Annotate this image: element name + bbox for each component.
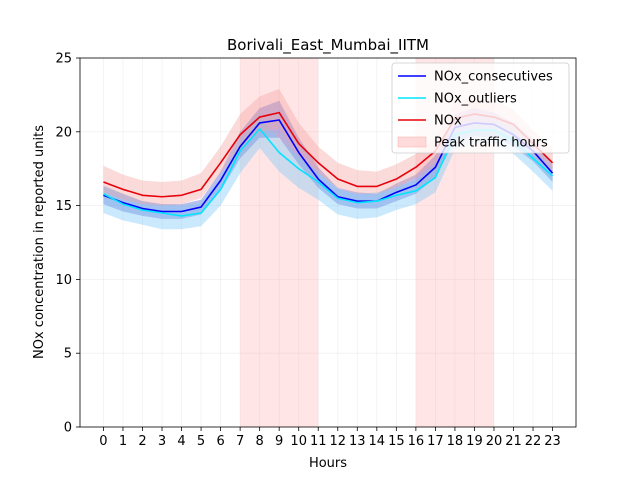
y-tick-label: 10 bbox=[55, 273, 72, 288]
legend-label: NOx_consecutives bbox=[434, 70, 553, 85]
y-tick-label: 0 bbox=[64, 421, 72, 436]
y-tick-label: 15 bbox=[55, 199, 72, 214]
legend-label: NOx bbox=[434, 114, 462, 129]
legend-label: Peak traffic hours bbox=[434, 136, 548, 151]
axes-frame bbox=[79, 57, 577, 428]
x-tick-label: 11 bbox=[310, 434, 327, 449]
x-tick-label: 23 bbox=[544, 434, 561, 449]
y-tick-label: 20 bbox=[55, 125, 72, 140]
y-axis-title: NOx concentration in reported units bbox=[32, 125, 47, 359]
x-tick-label: 4 bbox=[177, 434, 185, 449]
x-tick-label: 12 bbox=[329, 434, 346, 449]
x-tick-label: 9 bbox=[275, 434, 283, 449]
legend-swatch bbox=[397, 136, 427, 148]
chart-title: Borivali_East_Mumbai_IITM bbox=[227, 36, 429, 55]
legend-box bbox=[391, 62, 570, 154]
confidence-band bbox=[103, 88, 553, 206]
legend-label: NOx_outliers bbox=[434, 92, 517, 107]
x-tick-label: 14 bbox=[369, 434, 386, 449]
x-tick-label: 15 bbox=[388, 434, 405, 449]
x-tick-label: 5 bbox=[197, 434, 205, 449]
y-tick-label: 25 bbox=[55, 52, 72, 67]
x-tick-label: 13 bbox=[349, 434, 366, 449]
x-tick-label: 22 bbox=[525, 434, 542, 449]
x-tick-label: 7 bbox=[236, 434, 244, 449]
y-tick-label: 5 bbox=[64, 347, 72, 362]
x-tick-label: 0 bbox=[99, 434, 107, 449]
x-tick-label: 20 bbox=[486, 434, 503, 449]
legend: NOx_consecutives NOx_outliers NOx Peak traf… bbox=[391, 62, 570, 154]
x-tick-label: 8 bbox=[256, 434, 264, 449]
x-tick-label: 16 bbox=[408, 434, 425, 449]
x-tick-label: 17 bbox=[427, 434, 444, 449]
x-tick-label: 21 bbox=[505, 434, 522, 449]
x-tick-label: 2 bbox=[138, 434, 146, 449]
x-tick-label: 3 bbox=[158, 434, 166, 449]
x-tick-label: 10 bbox=[290, 434, 307, 449]
x-tick-label: 18 bbox=[447, 434, 464, 449]
confidence-band bbox=[103, 117, 553, 230]
x-axis-title: Hours bbox=[309, 456, 347, 471]
x-tick-label: 19 bbox=[466, 434, 483, 449]
confidence-band bbox=[103, 100, 553, 219]
x-tick-label: 6 bbox=[216, 434, 224, 449]
x-tick-label: 1 bbox=[119, 434, 127, 449]
